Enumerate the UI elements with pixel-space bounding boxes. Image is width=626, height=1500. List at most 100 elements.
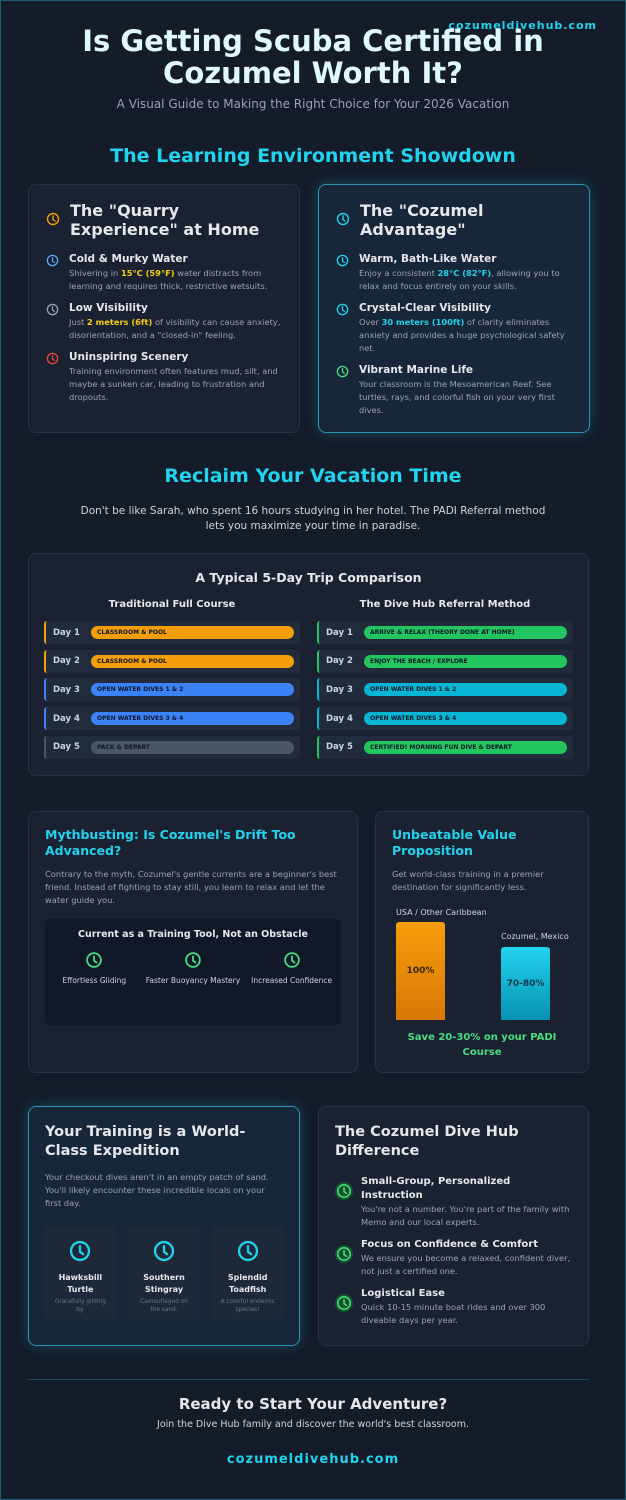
column-title: Traditional Full Course <box>108 599 236 610</box>
card-title: The "Cozumel Advantage" <box>360 201 484 239</box>
highlight: 28°C (82°F) <box>437 268 492 278</box>
icon <box>70 1240 91 1262</box>
item-body: Vibrant Marine Life Your classroom is the… <box>359 364 573 417</box>
cost-bar: 100% <box>396 922 445 1020</box>
highlight: 30 meters (100ft) <box>381 317 465 327</box>
item-text: Your classroom is the Mesoamerican Reef.… <box>359 378 573 417</box>
item-text: Training environment often features mud,… <box>69 365 283 404</box>
bar-value: 70-80% <box>506 978 545 989</box>
day-label: Day 2 <box>53 656 80 667</box>
creature-tile: Hawksbill Turtle Gracefully gliding by. <box>45 1226 116 1320</box>
card-title: Mythbusting: Is Cozumel's Drift Too Adva… <box>45 827 296 858</box>
creature-name: Southern Stingray <box>143 1273 185 1294</box>
day-label: Day 1 <box>326 627 353 638</box>
day-activity: CLASSROOM & POOL <box>91 626 294 639</box>
item-title: Low Visibility <box>69 302 148 314</box>
difference-card: The Cozumel Dive Hub Difference Small-Gro… <box>318 1106 589 1346</box>
item-title: Cold & Murky Water <box>69 253 188 265</box>
step-label: Increased Confidence <box>251 976 333 985</box>
icon <box>283 952 300 968</box>
item-text: You're not a number. You're part of the … <box>361 1204 570 1227</box>
icon <box>46 254 59 267</box>
day-label: Day 3 <box>326 684 353 695</box>
item-text: We ensure you become a relaxed, confiden… <box>361 1253 571 1276</box>
item-list: Small-Group, Personalized Instruction You… <box>335 1175 572 1327</box>
item-body: Focus on Confidence & Comfort We ensure y… <box>361 1238 572 1278</box>
item: Vibrant Marine Life Your classroom is the… <box>335 364 573 417</box>
day-row: Day 4 OPEN WATER DIVES 3 & 4 <box>44 707 300 731</box>
icon <box>336 365 349 378</box>
day-activity: OPEN WATER DIVES 1 & 2 <box>91 683 294 697</box>
day-row: Day 2 ENJOY THE BEACH / EXPLORE <box>317 649 573 673</box>
item-text: Quick 10-15 minute boat rides and over 3… <box>361 1302 546 1325</box>
day-activity: CLASSROOM & POOL <box>91 654 294 668</box>
text-run: Your classroom is the Mesoamerican Reef.… <box>359 379 555 415</box>
icon <box>46 303 59 316</box>
icon <box>336 212 350 226</box>
item-title: Vibrant Marine Life <box>359 364 474 376</box>
cta-link[interactable]: cozumeldivehub.com <box>226 1452 400 1467</box>
item: Warm, Bath-Like Water Enjoy a consistent … <box>335 253 573 293</box>
step: Faster Buoyancy Mastery <box>145 950 241 985</box>
text-run: of visibility can cause anxiety, disorie… <box>69 317 281 340</box>
day-activity: OPEN WATER DIVES 1 & 2 <box>364 683 567 697</box>
item: Low Visibility Just 2 meters (6ft) of vis… <box>45 302 283 342</box>
item-title: Focus on Confidence & Comfort <box>361 1239 539 1250</box>
creature-name: Splendid Toadfish <box>227 1273 268 1294</box>
day-activity: CERTIFIED! MORNING FUN DIVE & DEPART <box>364 740 567 754</box>
comparison-card: The "Cozumel Advantage" Warm, Bath-Like W… <box>318 184 590 433</box>
step-label: Faster Buoyancy Mastery <box>145 976 241 985</box>
icon <box>46 212 60 226</box>
item-text: Enjoy a consistent 28°C (82°F), allowing… <box>359 267 573 293</box>
creature-tile: Southern Stingray Camouflaged on the sand… <box>128 1226 200 1320</box>
item: Uninspiring Scenery Training environment … <box>45 351 283 404</box>
creature-tile: Splendid Toadfish A colorful endemic spec… <box>212 1226 284 1320</box>
section-text: Don't be like Sarah, who spent 16 hours … <box>80 505 546 532</box>
item-title: Warm, Bath-Like Water <box>359 253 497 265</box>
creature-name: Hawksbill Turtle <box>58 1273 103 1294</box>
day-label: Day 5 <box>53 742 80 753</box>
day-label: Day 3 <box>53 684 80 695</box>
icon <box>335 1245 353 1263</box>
item: Small-Group, Personalized Instruction You… <box>335 1175 572 1229</box>
text-run: Enjoy a consistent <box>359 268 438 278</box>
item-body: Logistical Ease Quick 10-15 minute boat r… <box>361 1287 572 1327</box>
day-row: Day 1 CLASSROOM & POOL <box>44 621 300 644</box>
item: Logistical Ease Quick 10-15 minute boat r… <box>335 1287 572 1327</box>
day-activity: ARRIVE & RELAX (THEORY DONE AT HOME) <box>364 626 567 639</box>
card-text: Your checkout dives aren't in an empty p… <box>45 1172 269 1208</box>
icon <box>336 303 349 316</box>
text-run: Just <box>69 317 87 327</box>
icon <box>336 254 349 267</box>
day-row: Day 1 ARRIVE & RELAX (THEORY DONE AT HOME… <box>317 621 573 644</box>
expedition-card: Your Training is a World-Class Expeditio… <box>28 1106 300 1346</box>
creature-note: Camouflaged on the sand. <box>140 1299 188 1313</box>
icon <box>86 952 103 968</box>
text-run: Training environment often features mud,… <box>69 366 278 402</box>
creatures: Hawksbill Turtle Gracefully gliding by. So… <box>45 1226 284 1320</box>
item-title: Small-Group, Personalized Instruction <box>361 1176 511 1201</box>
page-title: Is Getting Scuba Certified in Cozumel Wo… <box>82 24 544 90</box>
item-list: Cold & Murky Water Shivering in 15°C (59°… <box>45 253 283 404</box>
day-activity: PACK & DEPART <box>91 740 294 754</box>
highlight: 2 meters (6ft) <box>86 317 153 327</box>
bar-label: Cozumel, Mexico <box>501 932 569 941</box>
divider <box>28 1379 589 1380</box>
card-title: The Cozumel Dive Hub Difference <box>335 1124 519 1159</box>
icon <box>335 1294 353 1312</box>
card-text: Get world-class training in a premier de… <box>392 869 544 892</box>
day-row: Day 5 PACK & DEPART <box>44 735 300 759</box>
item: Focus on Confidence & Comfort We ensure y… <box>335 1238 572 1278</box>
card-header: The "Cozumel Advantage" <box>335 201 573 239</box>
item-body: Warm, Bath-Like Water Enjoy a consistent … <box>359 253 573 293</box>
icon <box>237 1240 258 1262</box>
box-title: Current as a Training Tool, Not an Obsta… <box>78 929 308 940</box>
day-row: Day 3 OPEN WATER DIVES 1 & 2 <box>317 678 573 702</box>
section-title: The Learning Environment Showdown <box>110 145 516 167</box>
section-title: Reclaim Your Vacation Time <box>164 465 462 487</box>
subtitle: A Visual Guide to Making the Right Choic… <box>116 97 510 111</box>
comparison-card: The "Quarry Experience" at Home Cold & Mu… <box>28 184 300 433</box>
card-text: Contrary to the myth, Cozumel's gentle c… <box>45 869 337 905</box>
item-list: Warm, Bath-Like Water Enjoy a consistent … <box>335 253 573 417</box>
